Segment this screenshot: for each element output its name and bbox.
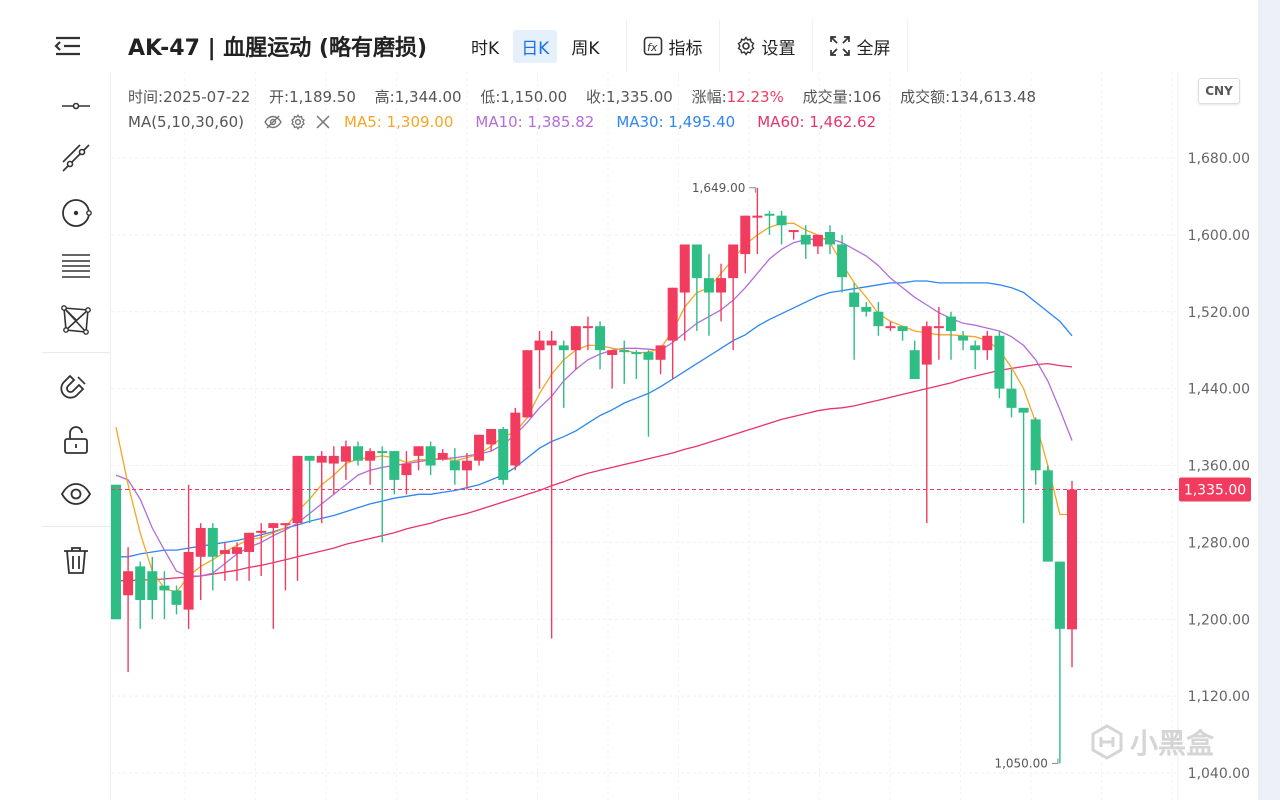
gear-icon[interactable] bbox=[290, 114, 306, 130]
watermark-logo: 小黑盒 bbox=[1088, 722, 1214, 762]
circle-tool-icon[interactable] bbox=[60, 197, 92, 229]
close-label: 收: bbox=[585, 88, 607, 106]
indicators-button[interactable]: fx 指标 bbox=[637, 34, 709, 59]
hide-icon[interactable] bbox=[264, 114, 282, 130]
watermark-text: 小黑盒 bbox=[1130, 727, 1215, 760]
divider bbox=[718, 20, 720, 72]
ma30-value: MA30: 1,495.40 bbox=[616, 113, 736, 131]
fullscreen-label: 全屏 bbox=[856, 38, 891, 59]
tab-hourly[interactable]: 时K bbox=[471, 38, 500, 59]
fibonacci-lines-icon[interactable] bbox=[60, 250, 92, 282]
toolbar: AK-47 | 血腥运动 (略有磨损) 时K 日K 周K fx 指标 设置 全屏 bbox=[42, 20, 1258, 72]
ma5-value: MA5: 1,309.00 bbox=[344, 113, 454, 131]
open-value: 1,189.50 bbox=[289, 88, 356, 106]
ma-label: MA(5,10,30,60) bbox=[128, 113, 245, 131]
high-value: 1,344.00 bbox=[394, 88, 462, 106]
function-icon: fx bbox=[643, 36, 662, 56]
low-label: 低: bbox=[480, 88, 501, 106]
divider bbox=[625, 20, 627, 72]
ma60-value: MA60: 1,462.62 bbox=[757, 113, 877, 131]
low-value: 1,150.00 bbox=[500, 88, 568, 106]
settings-button[interactable]: 设置 bbox=[730, 34, 802, 59]
svg-text:fx: fx bbox=[647, 41, 658, 54]
drawing-toolbar bbox=[42, 72, 111, 800]
currency-button[interactable]: CNY bbox=[1198, 78, 1240, 104]
eye-icon[interactable] bbox=[60, 478, 92, 510]
horizontal-line-icon[interactable] bbox=[60, 90, 92, 122]
volume-label: 成交量: bbox=[802, 88, 853, 106]
change-label: 涨幅: bbox=[691, 88, 727, 106]
close-icon[interactable] bbox=[316, 115, 330, 129]
divider bbox=[42, 526, 110, 527]
time-value: 2025-07-22 bbox=[163, 88, 251, 106]
page-title: AK-47 | 血腥运动 (略有磨损) bbox=[128, 36, 428, 61]
ma10-value: MA10: 1,385.82 bbox=[475, 113, 595, 131]
fullscreen-button[interactable]: 全屏 bbox=[823, 34, 897, 59]
trend-line-icon[interactable] bbox=[60, 142, 92, 174]
tab-weekly[interactable]: 周K bbox=[571, 38, 600, 59]
divider bbox=[906, 20, 908, 72]
fullscreen-icon bbox=[829, 36, 850, 56]
change-value: 12.23% bbox=[726, 88, 784, 106]
pattern-tool-icon[interactable] bbox=[60, 304, 92, 336]
divider bbox=[811, 20, 813, 72]
close-value: 1,335.00 bbox=[606, 88, 673, 106]
open-label: 开: bbox=[269, 88, 290, 106]
high-label: 高: bbox=[374, 88, 395, 106]
amount-value: 134,613.48 bbox=[950, 88, 1037, 106]
volume-value: 106 bbox=[852, 88, 882, 106]
amount-label: 成交额: bbox=[900, 88, 951, 106]
ohlc-info: 时间:2025-07-22 开:1,189.50 高:1,344.00 低:1,… bbox=[128, 86, 1036, 107]
collapse-menu-icon[interactable] bbox=[42, 20, 94, 72]
indicators-label: 指标 bbox=[668, 38, 703, 59]
ma-legend: MA(5,10,30,60) MA5: 1,309.00 MA10: 1,385… bbox=[128, 113, 876, 131]
settings-label: 设置 bbox=[761, 38, 796, 59]
tab-daily[interactable]: 日K bbox=[513, 29, 558, 63]
time-label: 时间: bbox=[128, 88, 164, 106]
magnet-icon[interactable] bbox=[60, 370, 92, 402]
divider bbox=[42, 352, 110, 353]
gear-icon bbox=[737, 36, 754, 56]
unlock-icon[interactable] bbox=[60, 424, 92, 456]
watermark-icon bbox=[1091, 724, 1123, 760]
trash-icon[interactable] bbox=[60, 544, 92, 576]
